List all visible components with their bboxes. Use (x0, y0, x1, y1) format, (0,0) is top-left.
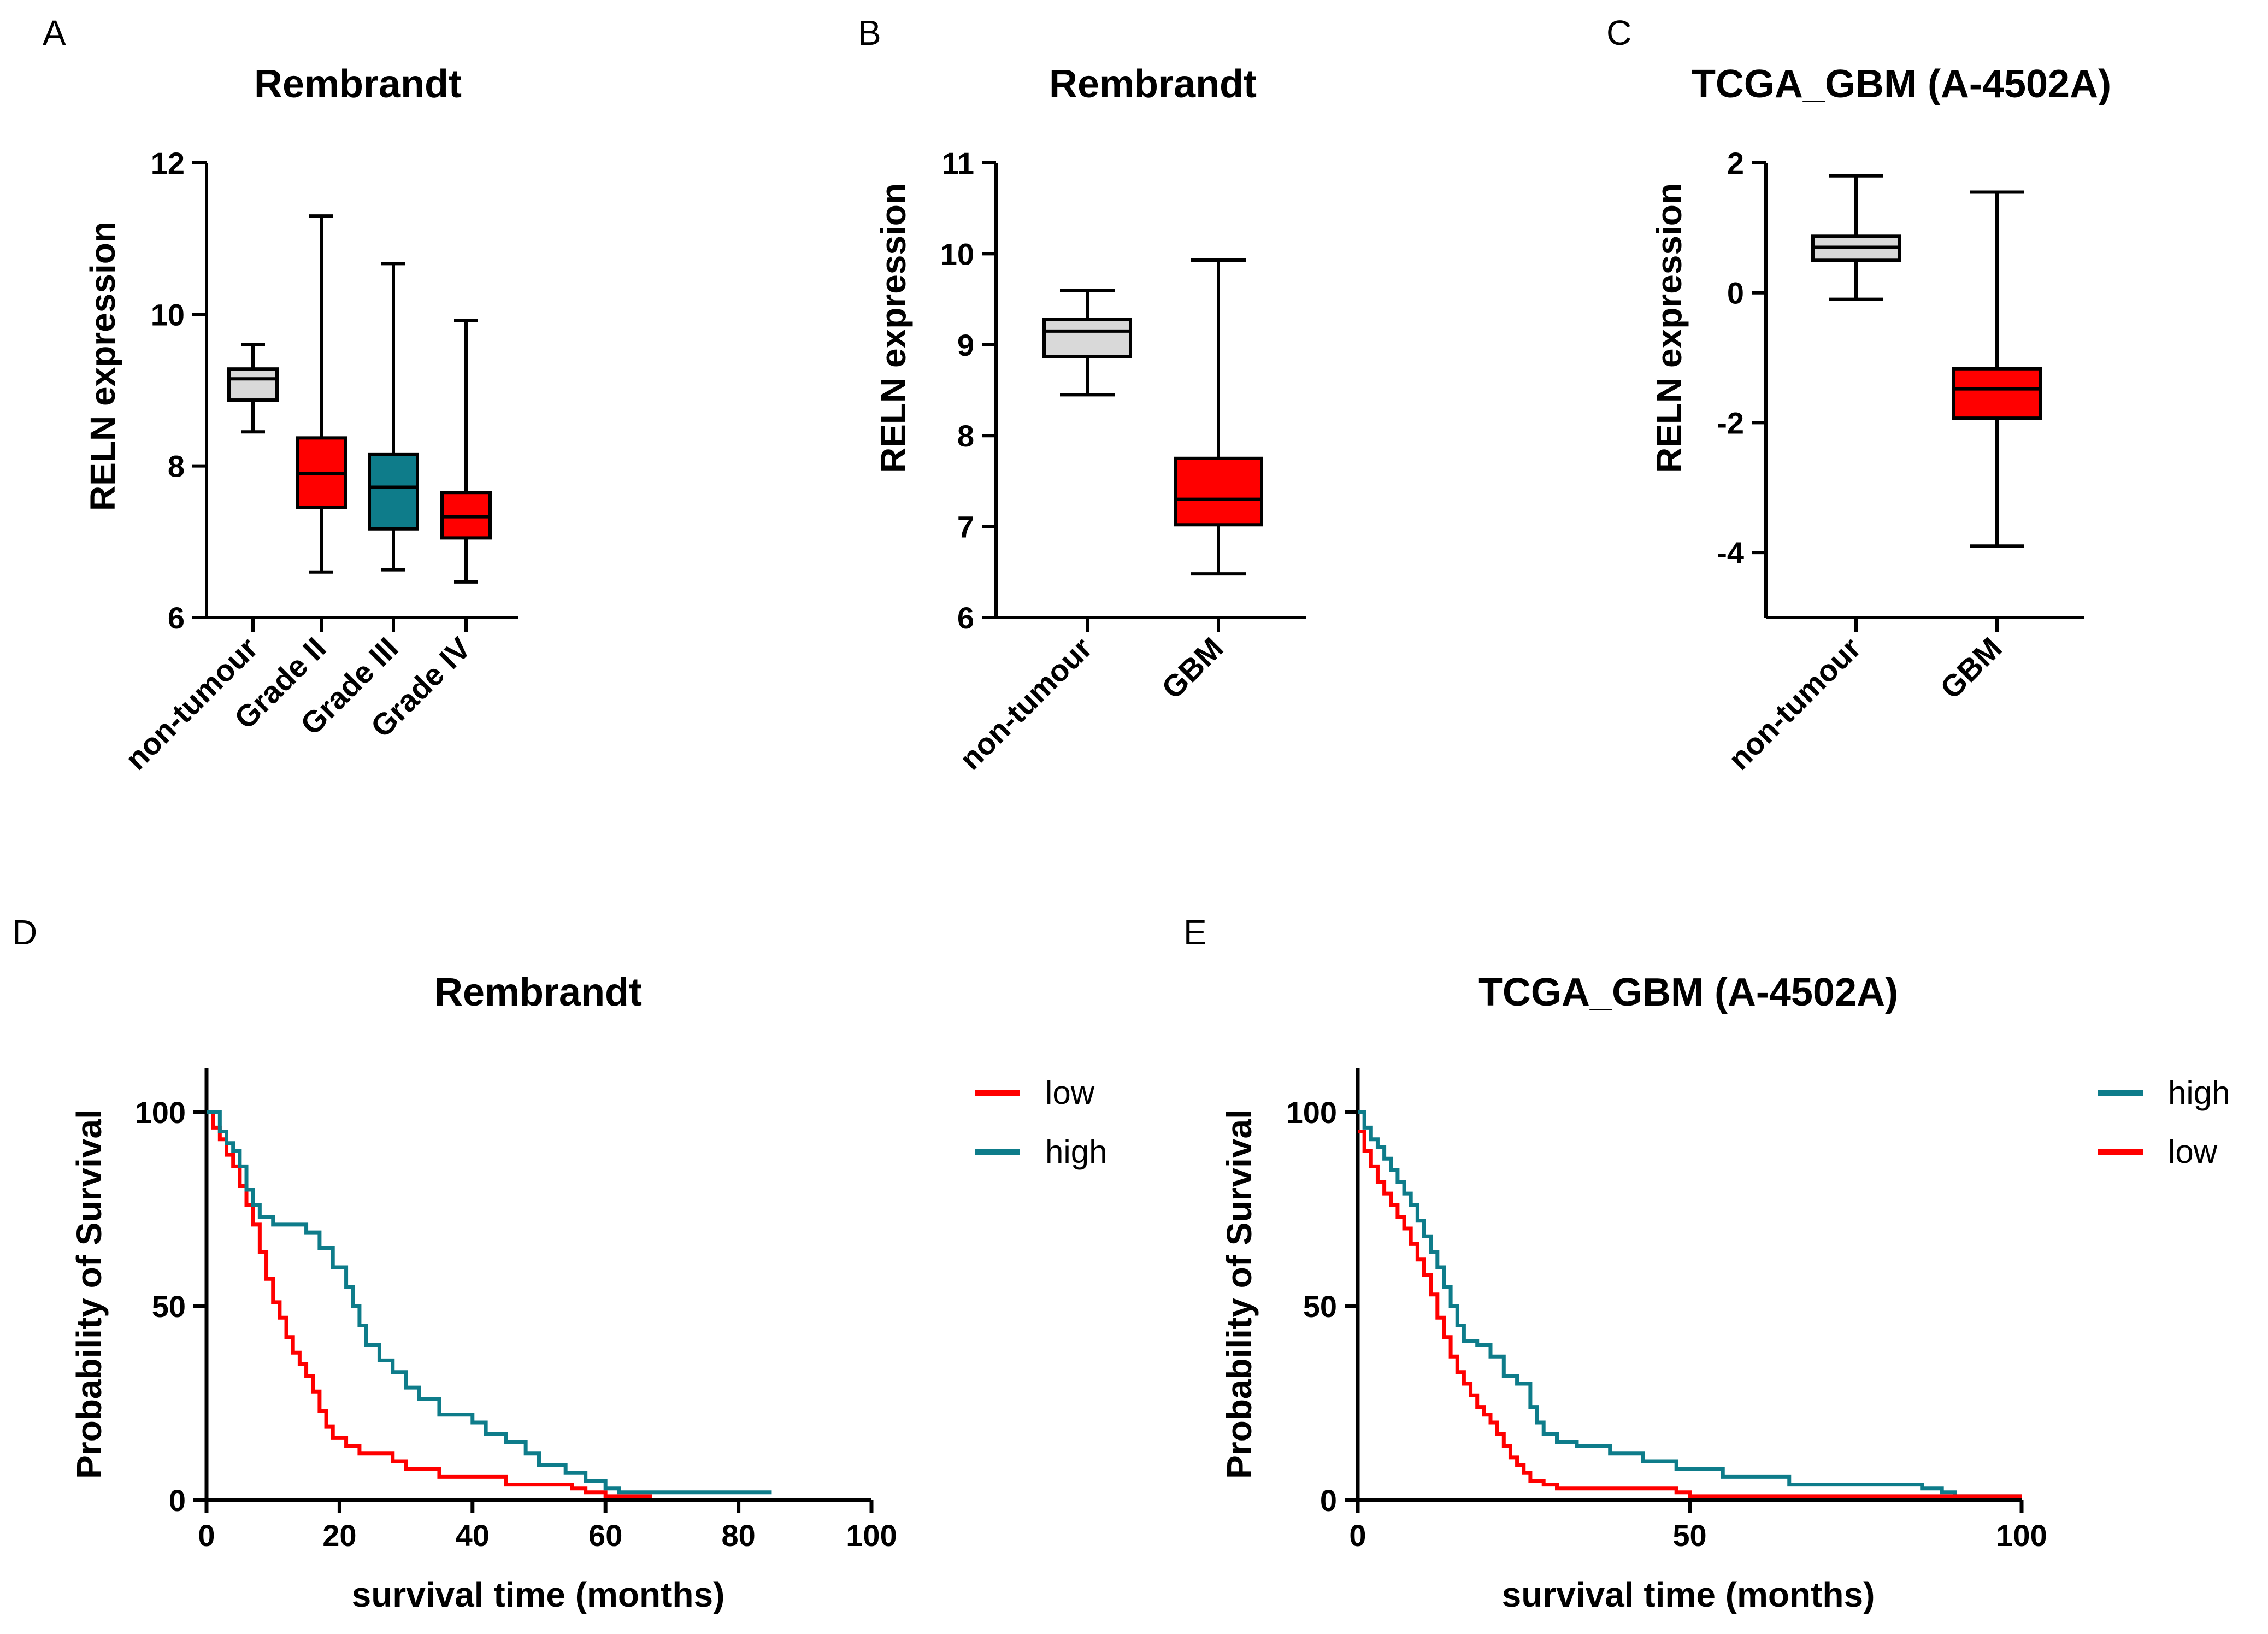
y-tick-label: 50 (152, 1289, 186, 1324)
panel-d-axes: 0 50 100 0 20 40 60 80 100 (135, 1068, 897, 1553)
panel-letter-d: D (12, 913, 37, 952)
y-tick-label: 100 (135, 1095, 186, 1130)
km-curve-high (1358, 1110, 2022, 1498)
x-tick-label: 20 (322, 1518, 356, 1553)
panel-b-ylabel: RELN expression (874, 183, 913, 473)
box-gbm (1174, 258, 1263, 576)
panel-letter-a: A (43, 13, 66, 52)
y-tick-label: 0 (169, 1483, 186, 1518)
x-tick-label: 0 (198, 1518, 215, 1553)
box-grade-iv (440, 319, 492, 584)
box-grade-ii (296, 214, 347, 574)
y-tick-label: 12 (151, 146, 185, 180)
panel-c: C TCGA_GBM (A-4502A) RELN expression -4 -… (1606, 13, 2111, 777)
km-curve-high (207, 1110, 772, 1495)
y-tick-label: 11 (942, 146, 974, 180)
y-tick-label: -2 (1717, 405, 1744, 440)
y-tick-label: 6 (957, 601, 974, 635)
box-iqr (227, 367, 279, 402)
y-tick-label: -4 (1717, 536, 1744, 570)
panel-e-title: TCGA_GBM (A-4502A) (1478, 971, 1898, 1014)
box-iqr (368, 452, 419, 531)
panel-e-marks (1358, 1110, 2022, 1498)
panel-b: B Rembrandt RELN expression 6 7 8 9 10 11 non-… (858, 13, 1306, 777)
panel-b-marks (1042, 258, 1263, 576)
category-label: GBM (1155, 631, 1230, 706)
box-non-tumour (1811, 174, 1901, 301)
y-tick-label: 6 (168, 601, 185, 635)
panel-e: E TCGA_GBM (A-4502A) Probability of Surv… (1183, 913, 2230, 1614)
panel-a-title: Rembrandt (254, 62, 462, 106)
panel-letter-b: B (858, 13, 881, 52)
panel-e-axes: 0 50 100 0 50 100 (1286, 1068, 2047, 1553)
y-tick-label: 8 (957, 419, 974, 453)
x-tick-label: 60 (588, 1518, 622, 1553)
box-non-tumour (1042, 288, 1132, 397)
panel-letter-c: C (1606, 13, 1631, 52)
box-iqr (1174, 456, 1263, 527)
km-curve-low (1358, 1130, 2022, 1498)
category-label: GBM (1934, 631, 2008, 706)
y-tick-label: 100 (1286, 1095, 1337, 1130)
km-curve-low (207, 1110, 652, 1498)
legend-label-high: high (1045, 1133, 1107, 1170)
panel-letter-e: E (1183, 913, 1207, 952)
y-tick-label: 9 (957, 328, 974, 362)
panel-a-marks (227, 214, 492, 584)
panel-d-marks (207, 1110, 772, 1498)
y-tick-label: 0 (1320, 1483, 1337, 1518)
x-tick-label: 80 (721, 1518, 755, 1553)
y-tick-label: 10 (940, 237, 974, 271)
panel-e-legend: high low (2098, 1074, 2230, 1170)
box-gbm (1952, 190, 2042, 548)
panel-a: A Rembrandt RELN expression 681012non-tu… (43, 13, 518, 777)
panel-c-marks (1811, 174, 2042, 548)
panel-d-ylabel: Probability of Survival (69, 1109, 109, 1479)
panel-c-ylabel: RELN expression (1650, 183, 1689, 473)
panel-d: D Rembrandt Probability of Survival surv… (12, 913, 1107, 1614)
panel-e-xlabel: survival time (months) (1502, 1575, 1875, 1614)
panel-d-legend: low high (975, 1074, 1107, 1170)
box-iqr (1042, 318, 1132, 358)
panel-d-title: Rembrandt (434, 971, 642, 1014)
x-tick-label: 0 (1349, 1518, 1366, 1553)
panel-a-ylabel: RELN expression (83, 221, 122, 511)
y-tick-label: 0 (1727, 276, 1744, 310)
panel-b-title: Rembrandt (1049, 62, 1257, 106)
box-iqr (1952, 367, 2042, 420)
y-tick-label: 8 (168, 449, 185, 484)
x-tick-label: 40 (456, 1518, 490, 1553)
category-label: non-tumour (953, 631, 1099, 777)
y-tick-label: 50 (1303, 1289, 1337, 1324)
panel-d-xlabel: survival time (months) (352, 1575, 725, 1614)
y-tick-label: 2 (1727, 146, 1744, 180)
category-label: non-tumour (1722, 631, 1868, 777)
legend-label-low: low (1045, 1074, 1095, 1111)
legend-label-low: low (2168, 1133, 2218, 1170)
x-tick-label: 100 (1996, 1518, 2047, 1553)
y-tick-label: 7 (957, 510, 974, 544)
panel-c-title: TCGA_GBM (A-4502A) (1692, 62, 2111, 106)
box-non-tumour (227, 343, 279, 434)
panel-e-ylabel: Probability of Survival (1220, 1109, 1259, 1479)
x-tick-label: 50 (1672, 1518, 1706, 1553)
legend-label-high: high (2168, 1074, 2230, 1111)
box-grade-iii (368, 262, 419, 572)
y-tick-label: 10 (151, 297, 185, 332)
x-tick-label: 100 (846, 1518, 897, 1553)
